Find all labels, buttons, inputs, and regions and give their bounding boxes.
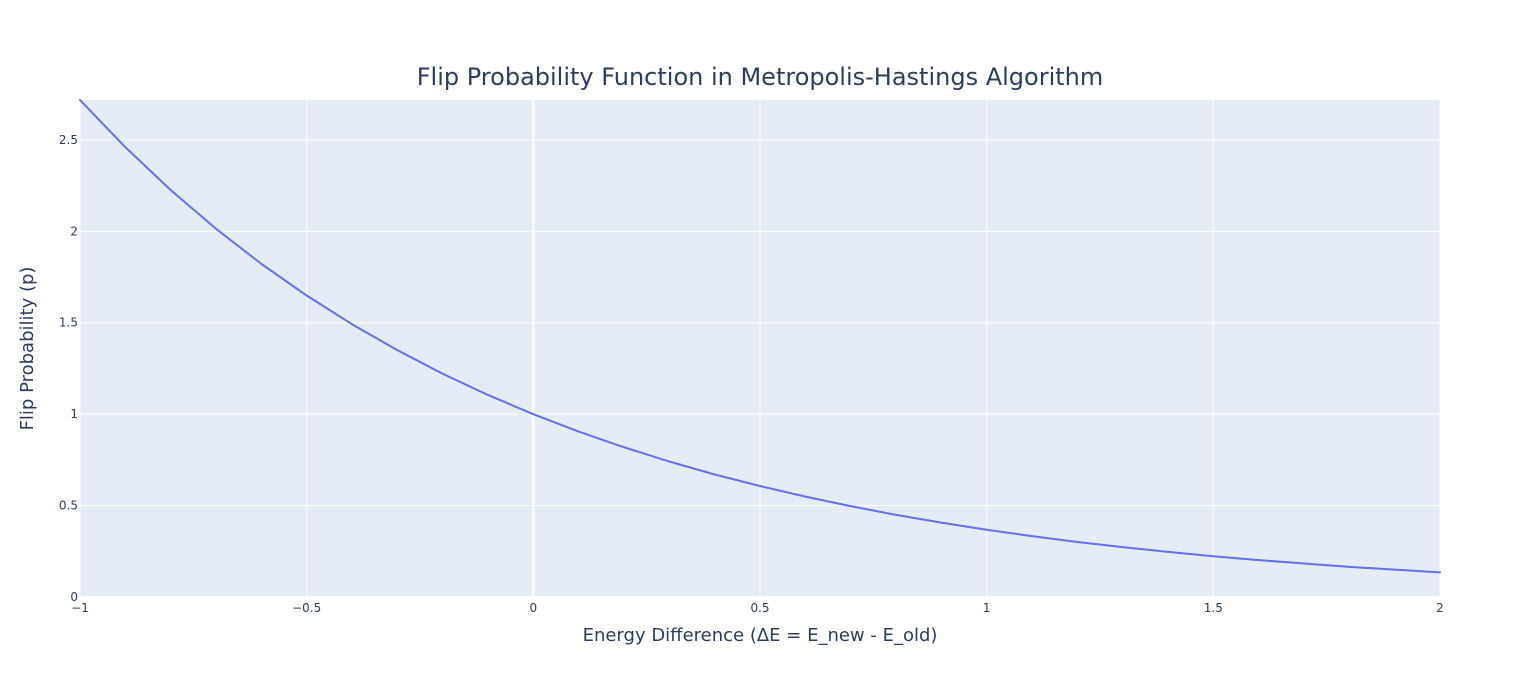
series-layer [79,99,1441,574]
x-tick-label: 0.5 [750,601,769,615]
x-tick-label: 1.5 [1204,601,1223,615]
x-tick-label: 2 [1436,601,1444,615]
flip-probability-line [79,99,1441,574]
grid-lines [79,100,1441,598]
chart-title: Flip Probability Function in Metropolis-… [417,63,1104,91]
y-axis-title: Flip Probability (p) [17,267,38,431]
y-tick-label: 2 [70,224,78,238]
y-tick-label: 0.5 [59,499,78,513]
y-tick-label: 1 [70,407,78,421]
y-tick-label: 0 [70,590,78,604]
x-axis-title: Energy Difference (ΔE = E_new - E_old) [583,625,938,646]
x-tick-label: −1 [71,601,89,615]
y-axis-ticks: 0 0.5 1 1.5 2 2.5 [59,133,78,604]
x-axis-ticks: −1 −0.5 0 0.5 1 1.5 2 [71,601,1444,615]
x-tick-label: 0 [530,601,538,615]
x-tick-label: −0.5 [292,601,321,615]
y-tick-label: 1.5 [59,316,78,330]
x-tick-label: 1 [983,601,991,615]
y-tick-label: 2.5 [59,133,78,147]
